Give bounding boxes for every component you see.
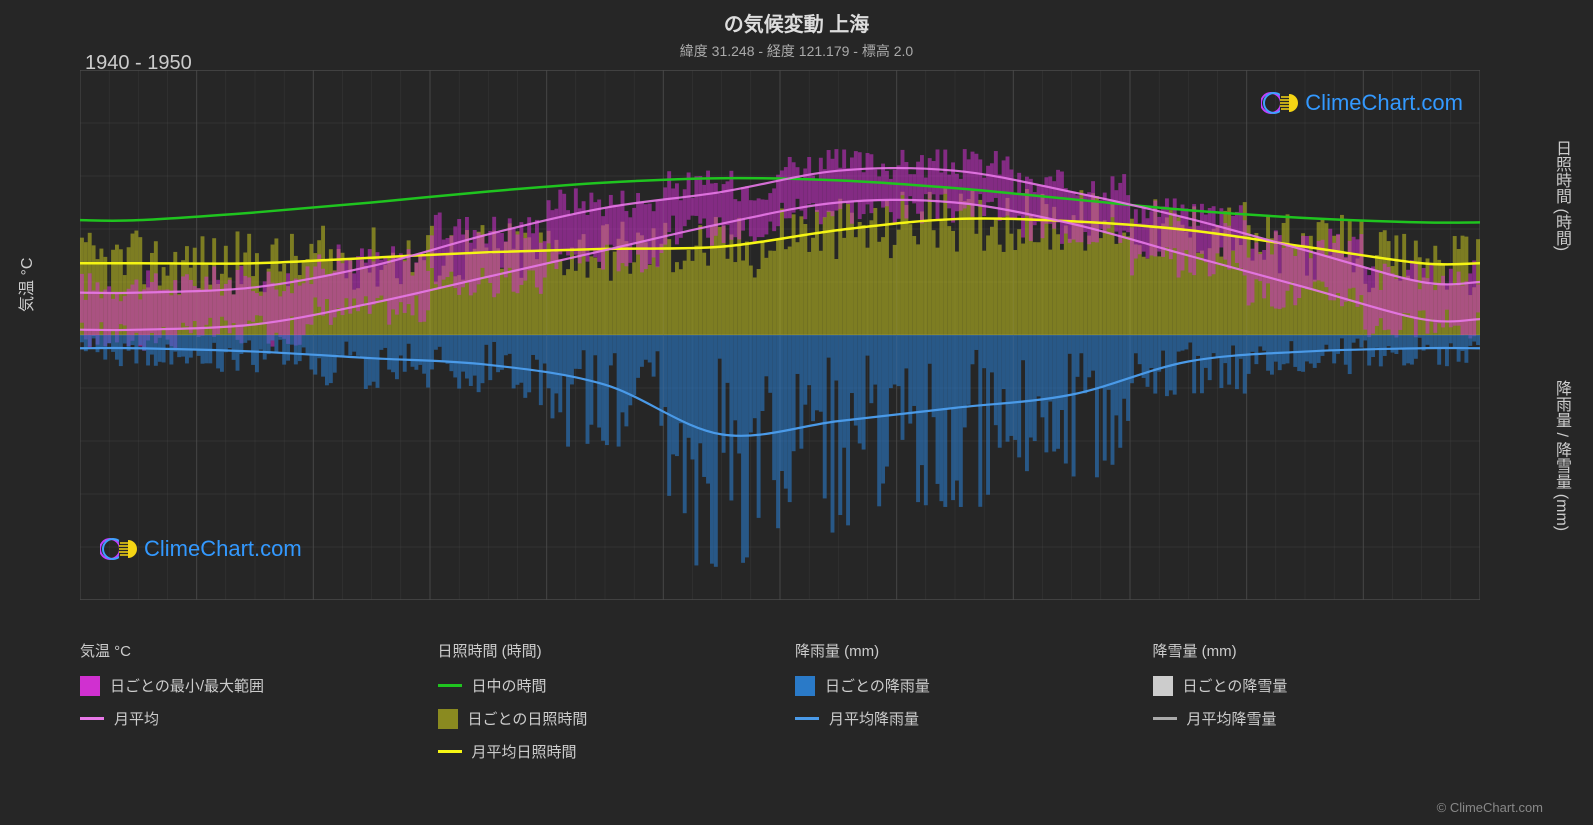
legend-line-icon: [438, 750, 462, 753]
legend-line-icon: [438, 684, 462, 687]
legend-item-label: 日ごとの最小/最大範囲: [110, 675, 264, 696]
legend-item: 月平均降雪量: [1153, 708, 1481, 729]
legend-group: 日照時間 (時間) 日中の時間日ごとの日照時間月平均日照時間: [438, 640, 766, 774]
legend-item-label: 日ごとの降雨量: [825, 675, 930, 696]
legend-swatch-icon: [795, 676, 815, 696]
chart-subtitle: 緯度 31.248 - 経度 121.179 - 標高 2.0: [0, 37, 1593, 61]
legend-item-label: 日ごとの降雪量: [1183, 675, 1288, 696]
legend-swatch-icon: [438, 709, 458, 729]
legend-item: 月平均降雨量: [795, 708, 1123, 729]
y-axis-right-bottom-label: 降雨量 / 降雪量 (mm): [1549, 380, 1573, 531]
copyright-label: © ClimeChart.com: [1437, 800, 1543, 815]
legend-group: 降雪量 (mm) 日ごとの降雪量月平均降雪量: [1153, 640, 1481, 774]
chart-title: の気候変動 上海: [0, 0, 1593, 37]
legend-item-label: 月平均降雪量: [1187, 708, 1277, 729]
y-axis-right-top-label: 日照時間 (時間): [1549, 140, 1573, 251]
watermark-text: ClimeChart.com: [1305, 90, 1463, 116]
legend-swatch-icon: [1153, 676, 1173, 696]
watermark-text: ClimeChart.com: [144, 536, 302, 562]
legend-header: 降雨量 (mm): [795, 640, 1123, 661]
legend-swatch-icon: [80, 676, 100, 696]
legend-item-label: 月平均降雨量: [829, 708, 919, 729]
legend-item-label: 日ごとの日照時間: [468, 708, 588, 729]
watermark-bottom-left: ClimeChart.com: [100, 536, 302, 562]
legend-item: 日ごとの降雪量: [1153, 675, 1481, 696]
legend-line-icon: [795, 717, 819, 720]
legend-item: 日ごとの降雨量: [795, 675, 1123, 696]
legend-item: 日中の時間: [438, 675, 766, 696]
watermark-top-right: ClimeChart.com: [1261, 90, 1463, 116]
legend-item: 日ごとの最小/最大範囲: [80, 675, 408, 696]
legend-line-icon: [1153, 717, 1177, 720]
legend-item-label: 月平均: [114, 708, 159, 729]
legend-header: 日照時間 (時間): [438, 640, 766, 661]
y-axis-left-label: 気温 °C: [13, 258, 37, 312]
legend-item: 日ごとの日照時間: [438, 708, 766, 729]
legend-item: 月平均: [80, 708, 408, 729]
legend-group: 降雨量 (mm) 日ごとの降雨量月平均降雨量: [795, 640, 1123, 774]
chart-plot-area: -50-40-30-20-100102030405006121824102030…: [80, 70, 1480, 600]
legend-header: 気温 °C: [80, 640, 408, 661]
legend: 気温 °C 日ごとの最小/最大範囲月平均 日照時間 (時間) 日中の時間日ごとの日照時…: [80, 640, 1480, 774]
legend-item-label: 月平均日照時間: [472, 741, 577, 762]
climechart-logo-icon: [1261, 90, 1299, 116]
legend-item: 月平均日照時間: [438, 741, 766, 762]
chart-svg: -50-40-30-20-100102030405006121824102030…: [80, 70, 1480, 600]
legend-item-label: 日中の時間: [472, 675, 547, 696]
legend-group: 気温 °C 日ごとの最小/最大範囲月平均: [80, 640, 408, 774]
legend-line-icon: [80, 717, 104, 720]
legend-header: 降雪量 (mm): [1153, 640, 1481, 661]
climechart-logo-icon: [100, 536, 138, 562]
